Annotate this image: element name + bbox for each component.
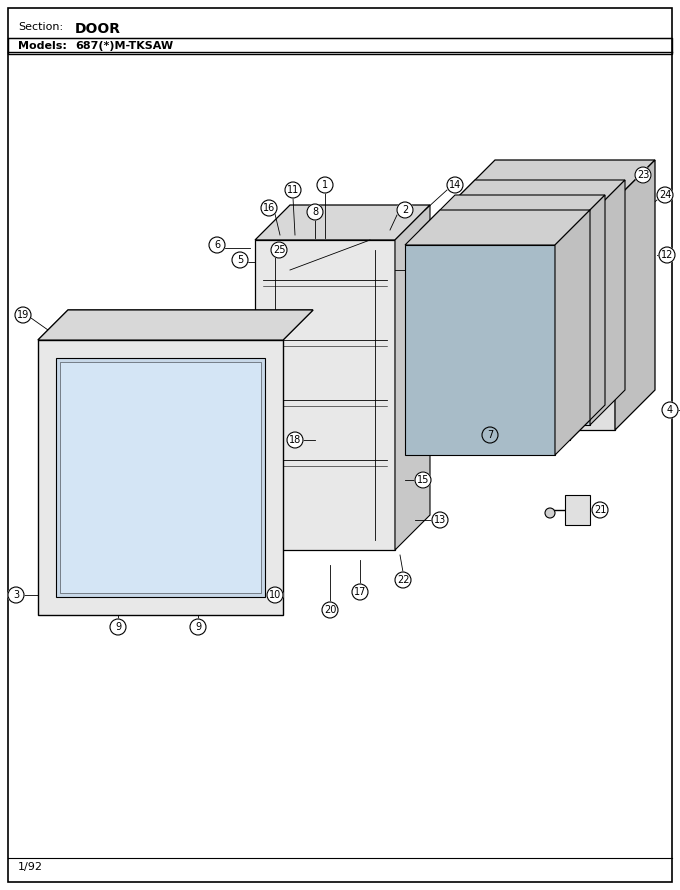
Text: Section:: Section: bbox=[18, 22, 63, 32]
Circle shape bbox=[397, 202, 413, 218]
Text: 2: 2 bbox=[402, 205, 408, 215]
Polygon shape bbox=[570, 195, 605, 440]
Text: 23: 23 bbox=[636, 170, 649, 180]
Text: 11: 11 bbox=[287, 185, 299, 195]
Text: 24: 24 bbox=[659, 190, 671, 200]
Text: DOOR: DOOR bbox=[75, 22, 121, 36]
Circle shape bbox=[592, 502, 608, 518]
Text: 3: 3 bbox=[13, 590, 19, 600]
Text: 9: 9 bbox=[195, 622, 201, 632]
Circle shape bbox=[232, 252, 248, 268]
Text: 6: 6 bbox=[214, 240, 220, 250]
Polygon shape bbox=[255, 205, 430, 240]
Text: 1/92: 1/92 bbox=[18, 862, 43, 872]
Text: 5: 5 bbox=[237, 255, 243, 265]
Polygon shape bbox=[420, 195, 605, 230]
Circle shape bbox=[285, 182, 301, 198]
Text: 22: 22 bbox=[396, 575, 409, 585]
Circle shape bbox=[659, 247, 675, 263]
Circle shape bbox=[657, 187, 673, 203]
Polygon shape bbox=[60, 362, 261, 593]
Text: 1: 1 bbox=[322, 180, 328, 190]
Circle shape bbox=[271, 242, 287, 258]
Circle shape bbox=[432, 512, 448, 528]
Text: 13: 13 bbox=[434, 515, 446, 525]
Circle shape bbox=[190, 619, 206, 635]
Bar bbox=[8, 38, 672, 54]
Polygon shape bbox=[455, 200, 615, 430]
Text: 12: 12 bbox=[661, 250, 673, 260]
Text: 17: 17 bbox=[354, 587, 367, 597]
Polygon shape bbox=[405, 245, 555, 455]
Text: 4: 4 bbox=[667, 405, 673, 415]
Text: 21: 21 bbox=[594, 505, 606, 515]
Circle shape bbox=[267, 587, 283, 603]
Polygon shape bbox=[440, 215, 590, 425]
Polygon shape bbox=[405, 210, 590, 245]
Text: 25: 25 bbox=[273, 245, 285, 255]
Circle shape bbox=[482, 427, 498, 443]
Polygon shape bbox=[440, 180, 625, 215]
Text: 18: 18 bbox=[289, 435, 301, 445]
Polygon shape bbox=[455, 160, 655, 200]
Circle shape bbox=[209, 237, 225, 253]
Polygon shape bbox=[420, 230, 570, 440]
Circle shape bbox=[395, 572, 411, 588]
Text: 15: 15 bbox=[417, 475, 429, 485]
Text: 19: 19 bbox=[17, 310, 29, 320]
Polygon shape bbox=[565, 495, 590, 525]
Circle shape bbox=[322, 602, 338, 618]
Text: 14: 14 bbox=[449, 180, 461, 190]
Circle shape bbox=[545, 508, 555, 518]
Polygon shape bbox=[395, 205, 430, 550]
Circle shape bbox=[317, 177, 333, 193]
Circle shape bbox=[287, 432, 303, 448]
Text: 8: 8 bbox=[312, 207, 318, 217]
Text: 7: 7 bbox=[487, 430, 493, 440]
Circle shape bbox=[15, 307, 31, 323]
Polygon shape bbox=[555, 210, 590, 455]
Circle shape bbox=[662, 402, 678, 418]
Polygon shape bbox=[38, 340, 283, 615]
Circle shape bbox=[307, 204, 323, 220]
Polygon shape bbox=[590, 180, 625, 425]
Polygon shape bbox=[38, 310, 313, 340]
Circle shape bbox=[110, 619, 126, 635]
Polygon shape bbox=[38, 310, 313, 340]
Circle shape bbox=[635, 167, 651, 183]
Text: 10: 10 bbox=[269, 590, 281, 600]
Circle shape bbox=[261, 200, 277, 216]
Text: Models:: Models: bbox=[18, 41, 67, 51]
Polygon shape bbox=[56, 358, 265, 597]
Polygon shape bbox=[255, 240, 395, 550]
Circle shape bbox=[447, 177, 463, 193]
Text: 16: 16 bbox=[263, 203, 275, 213]
Text: 9: 9 bbox=[115, 622, 121, 632]
Circle shape bbox=[352, 584, 368, 600]
Text: 687(*)M-TKSAW: 687(*)M-TKSAW bbox=[75, 41, 173, 51]
Circle shape bbox=[415, 472, 431, 488]
Polygon shape bbox=[615, 160, 655, 430]
Circle shape bbox=[8, 587, 24, 603]
Text: 20: 20 bbox=[324, 605, 336, 615]
